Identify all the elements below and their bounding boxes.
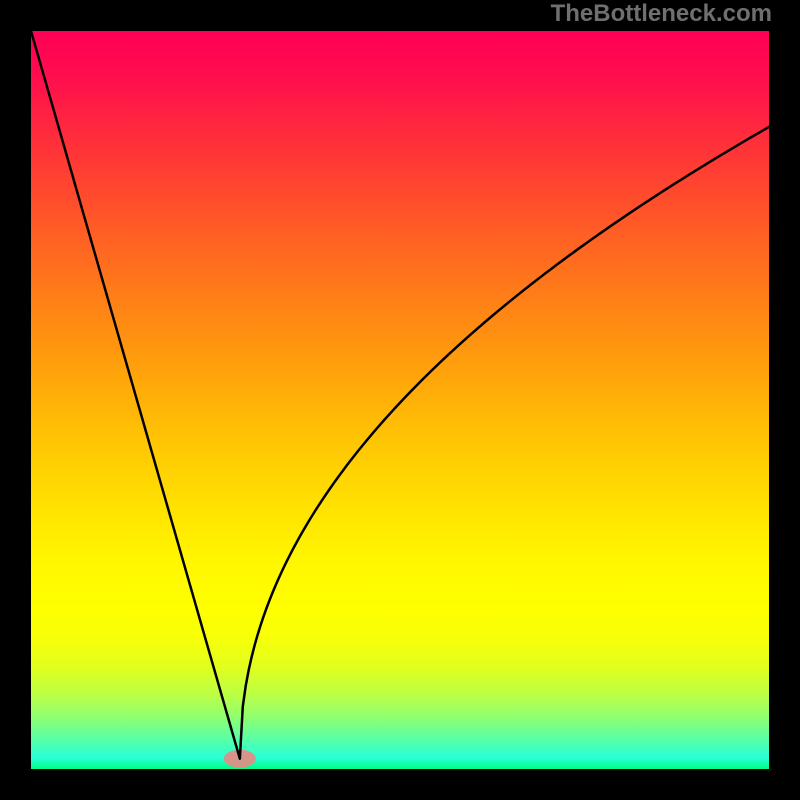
watermark-text: TheBottleneck.com bbox=[551, 0, 772, 28]
chart-svg bbox=[31, 31, 769, 769]
chart-background bbox=[31, 31, 769, 769]
chart-plot-area bbox=[31, 31, 769, 769]
